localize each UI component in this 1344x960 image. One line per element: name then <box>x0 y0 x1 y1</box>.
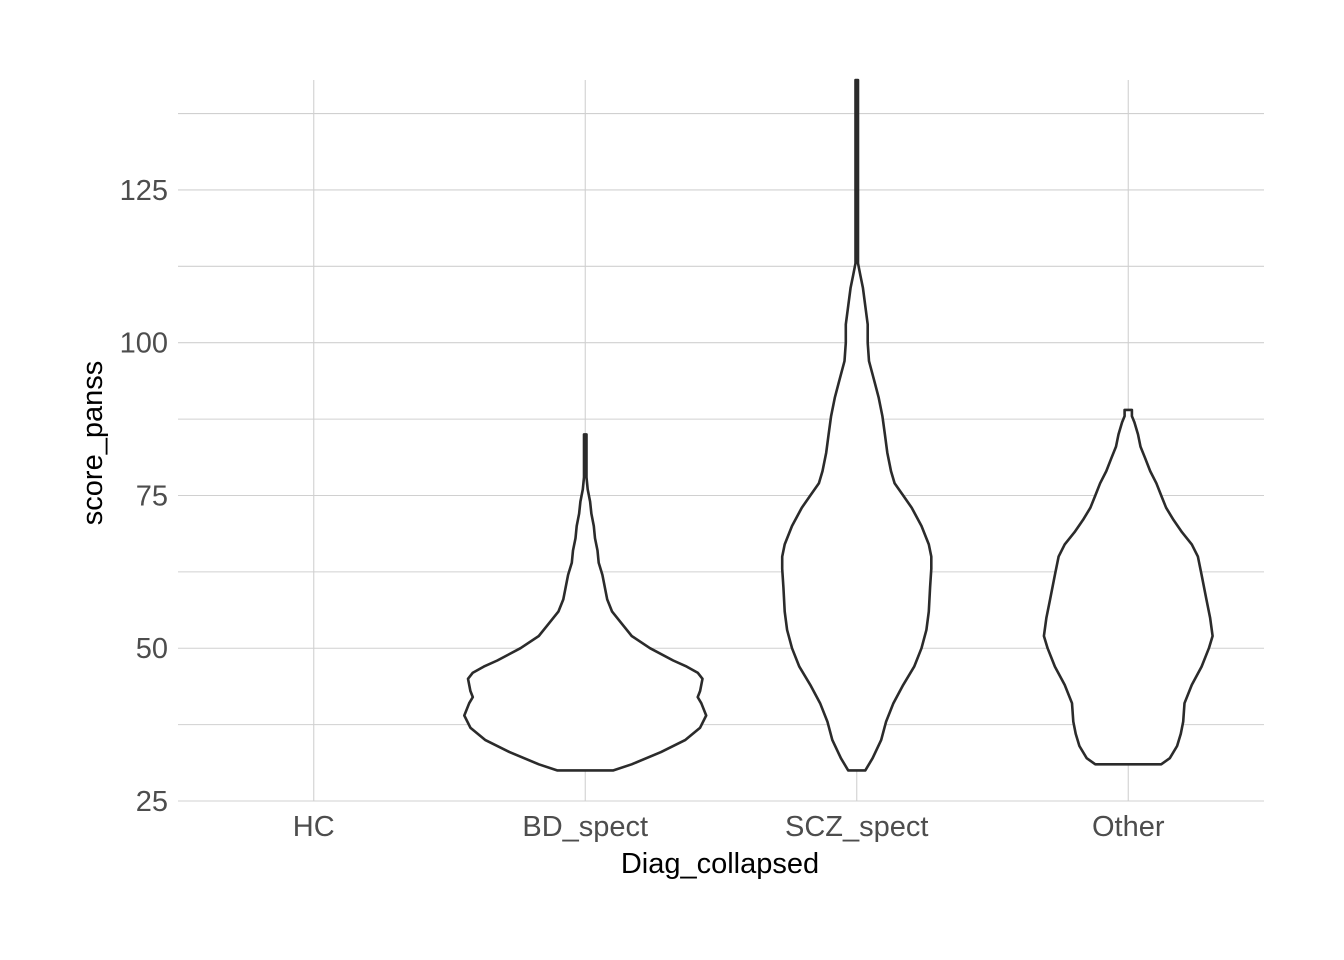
violin-other <box>1044 410 1213 764</box>
x-tick-label: SCZ_spect <box>785 811 928 843</box>
x-tick-label: BD_spect <box>522 811 648 843</box>
y-tick-label: 100 <box>120 328 168 360</box>
x-axis-tick-labels: HC BD_spect SCZ_spect Other <box>293 811 1165 843</box>
violin-bd-spect <box>464 434 706 770</box>
y-axis-tick-labels: 25 50 75 100 125 <box>120 175 168 818</box>
y-tick-label: 125 <box>120 175 168 207</box>
y-tick-label: 25 <box>136 786 168 818</box>
x-tick-label: HC <box>293 811 335 843</box>
violin-scz-spect <box>782 80 931 770</box>
violins <box>464 80 1212 770</box>
y-axis-title: score_panss <box>77 361 109 525</box>
y-tick-label: 50 <box>136 633 168 665</box>
x-tick-label: Other <box>1092 811 1165 843</box>
x-axis-title: Diag_collapsed <box>621 848 819 880</box>
y-tick-label: 75 <box>136 480 168 512</box>
